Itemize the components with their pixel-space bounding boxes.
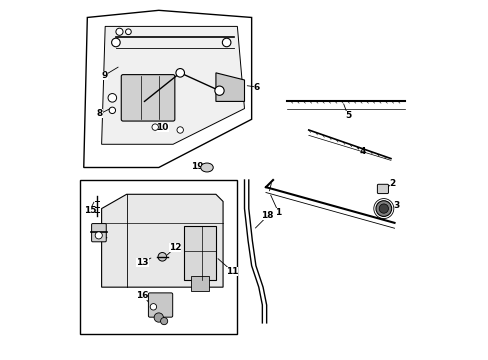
Text: 1: 1 — [275, 208, 281, 217]
Circle shape — [150, 303, 156, 310]
Bar — [80, 180, 237, 334]
FancyBboxPatch shape — [91, 224, 106, 242]
Text: 16: 16 — [136, 291, 149, 300]
Circle shape — [108, 94, 116, 102]
Circle shape — [375, 201, 391, 216]
Circle shape — [177, 127, 183, 133]
FancyBboxPatch shape — [121, 75, 175, 121]
Circle shape — [214, 86, 224, 95]
Polygon shape — [102, 194, 223, 287]
FancyBboxPatch shape — [377, 184, 387, 194]
Circle shape — [378, 204, 387, 213]
Text: 6: 6 — [253, 83, 260, 92]
Polygon shape — [102, 26, 244, 144]
Ellipse shape — [201, 163, 213, 172]
Text: 5: 5 — [344, 111, 350, 120]
Circle shape — [152, 124, 158, 130]
Circle shape — [109, 107, 115, 113]
Circle shape — [158, 252, 166, 261]
Text: 11: 11 — [225, 267, 238, 276]
Circle shape — [176, 68, 184, 77]
Circle shape — [95, 232, 102, 239]
Text: 12: 12 — [168, 243, 181, 252]
Circle shape — [160, 318, 167, 325]
Text: 13: 13 — [136, 258, 149, 267]
Bar — [183, 226, 216, 280]
Circle shape — [154, 313, 163, 322]
Circle shape — [125, 29, 131, 35]
Text: 4: 4 — [359, 147, 365, 156]
Circle shape — [116, 28, 123, 35]
FancyBboxPatch shape — [148, 293, 172, 317]
Text: 15: 15 — [83, 206, 96, 215]
Bar — [190, 276, 208, 291]
Circle shape — [222, 38, 230, 47]
Text: 8: 8 — [97, 109, 103, 118]
Text: 7: 7 — [166, 97, 172, 106]
Circle shape — [111, 38, 120, 47]
Text: 14: 14 — [94, 232, 107, 241]
Text: 10: 10 — [156, 123, 168, 132]
Text: 3: 3 — [392, 201, 399, 210]
Text: 2: 2 — [389, 179, 395, 188]
Text: 9: 9 — [101, 71, 107, 80]
Polygon shape — [216, 73, 244, 102]
Text: 17: 17 — [160, 310, 173, 319]
Text: 19: 19 — [190, 162, 203, 171]
Text: 18: 18 — [261, 211, 273, 220]
